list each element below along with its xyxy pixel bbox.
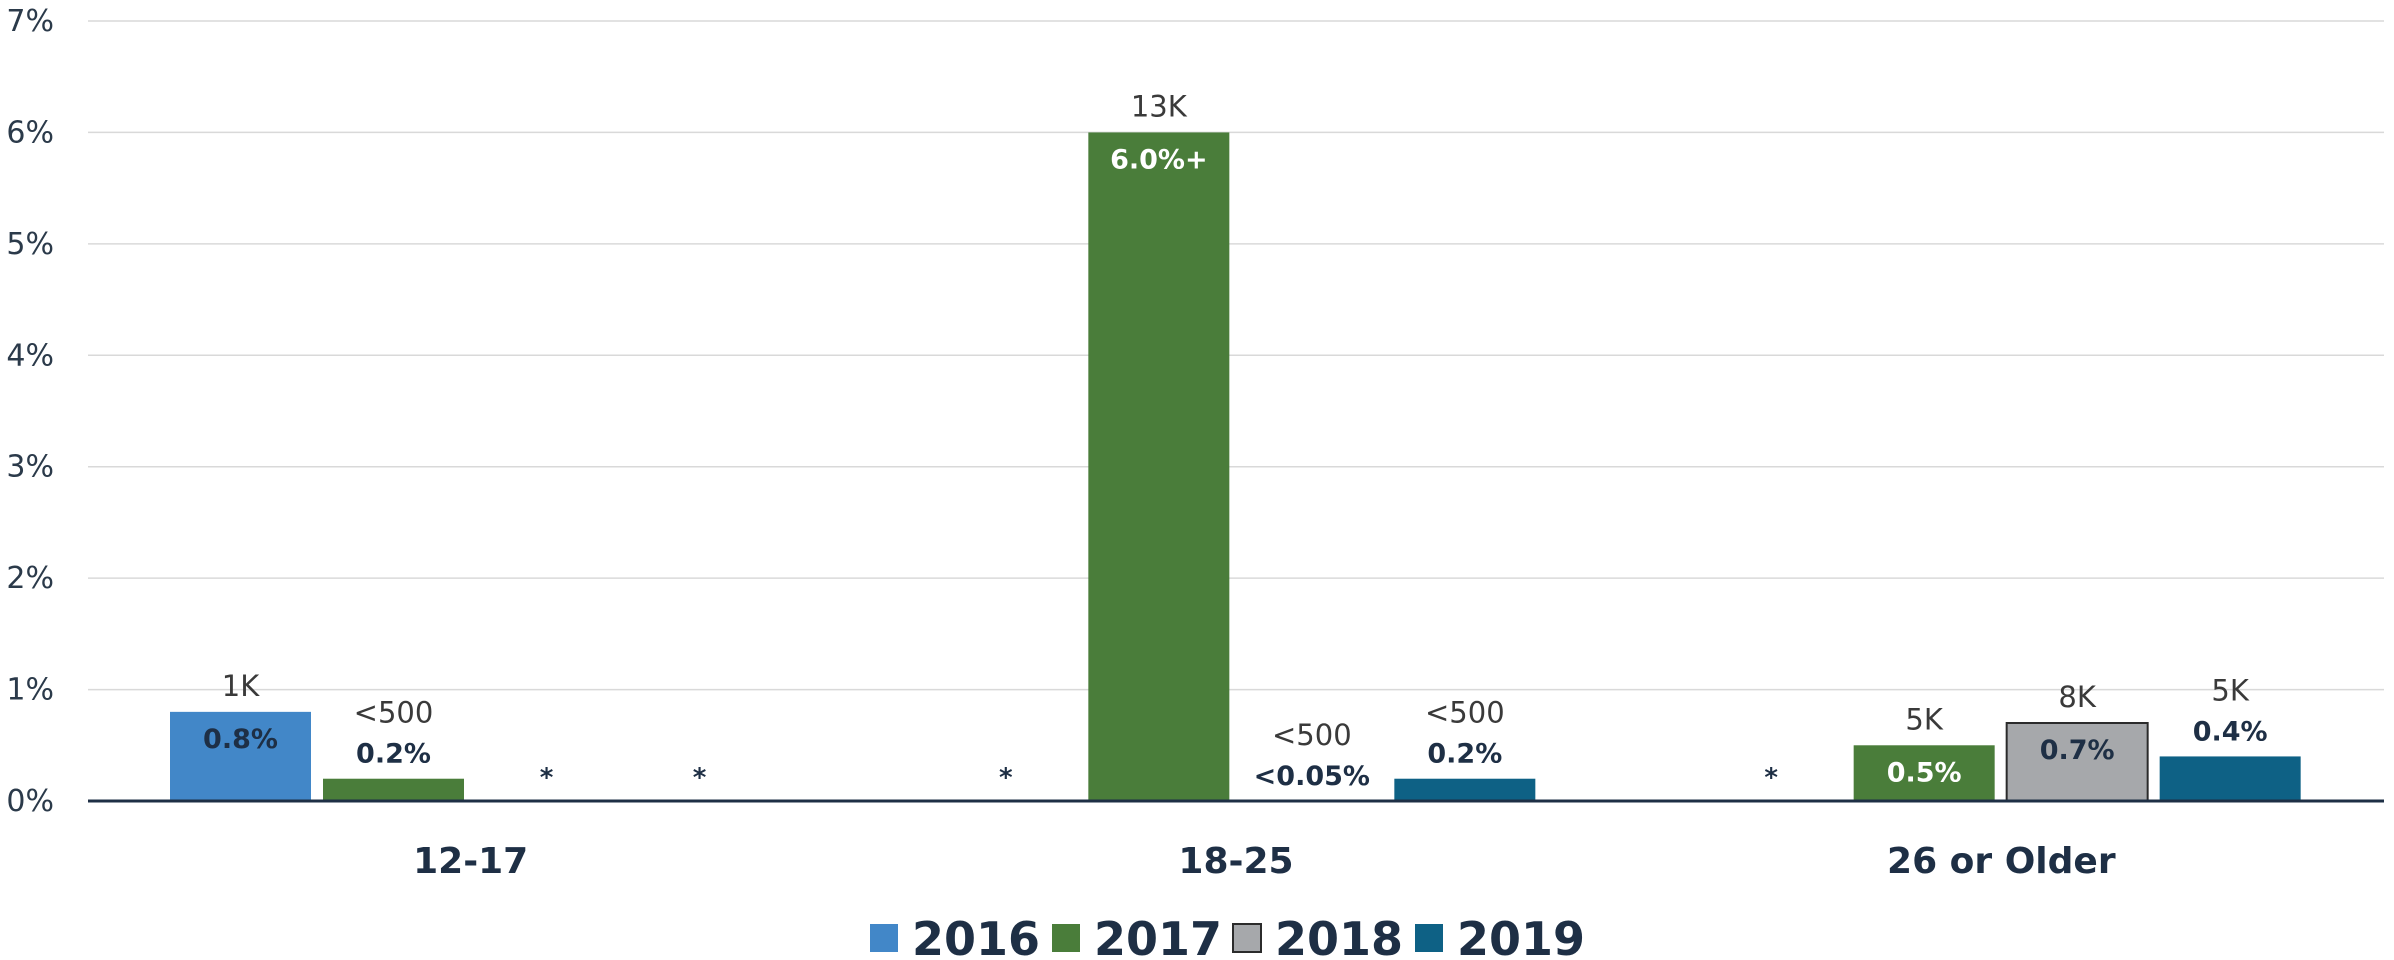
y-tick-label: 3%: [6, 450, 54, 485]
data-labels: 0.8% 1K * * 0.2% <500 6.0%+ 13K 0.5% 5K * <0.05% <50…: [203, 89, 2268, 793]
bar-value-label: 0.5%: [1887, 757, 1962, 788]
bar-count-label: 5K: [1905, 702, 1943, 736]
legend-label: 2017: [1094, 912, 1222, 960]
bar-2017-0: [323, 778, 464, 801]
legend-swatch-2016: [870, 924, 898, 952]
y-tick-label: 1%: [6, 673, 54, 708]
suppressed-value-marker: *: [693, 763, 707, 793]
bar-value-label: <0.05%: [1254, 761, 1370, 792]
bar-count-label: <500: [1425, 696, 1505, 730]
bar-count-label: 8K: [2058, 680, 2096, 714]
y-tick-label: 6%: [6, 115, 54, 150]
suppressed-value-marker: *: [540, 763, 554, 793]
y-tick-label: 2%: [6, 561, 54, 596]
gridlines: [88, 20, 2384, 691]
bar-count-label: <500: [1272, 718, 1352, 752]
y-tick-label: 0%: [6, 784, 54, 819]
bar-value-label: 0.7%: [2040, 735, 2115, 766]
legend: 2016 2017 2018 2019: [870, 912, 1585, 960]
legend-swatch-2017: [1052, 924, 1080, 952]
bar-value-label: 0.2%: [356, 739, 431, 770]
legend-label: 2019: [1457, 912, 1585, 960]
x-category-label: 26 or Older: [1887, 841, 2116, 882]
y-tick-label: 7%: [6, 4, 54, 39]
bar-value-label: 6.0%+: [1110, 144, 1208, 175]
bar-2019-2: [2159, 756, 2301, 801]
bar-2019-1: [1394, 778, 1536, 801]
legend-swatch-2019: [1415, 924, 1443, 952]
bars: [170, 132, 2301, 802]
legend-swatch-2018: [1232, 923, 1262, 953]
bar-2017-1: [1088, 132, 1230, 801]
suppressed-value-marker: *: [1764, 763, 1778, 793]
x-category-label: 12-17: [413, 841, 528, 882]
x-axis-category-labels: 12-17 18-25 26 or Older: [413, 841, 2116, 882]
legend-label: 2018: [1275, 912, 1403, 960]
bar-count-label: 5K: [2211, 673, 2249, 707]
bar-count-label: <500: [354, 696, 434, 730]
bar-value-label: 0.4%: [2193, 716, 2268, 747]
bar-value-label: 0.2%: [1427, 739, 1502, 770]
y-tick-label: 4%: [6, 338, 54, 373]
y-axis-tick-labels: 0% 1% 2% 3% 4% 5% 6% 7%: [6, 4, 54, 819]
x-category-label: 18-25: [1178, 841, 1293, 882]
legend-label: 2016: [912, 912, 1040, 960]
bar-2017-2: [1853, 745, 1995, 801]
bar-2016-0: [170, 711, 311, 801]
bar-count-label: 13K: [1131, 89, 1188, 123]
y-tick-label: 5%: [6, 227, 54, 262]
bar-count-label: 1K: [222, 669, 260, 703]
bar-value-label: 0.8%: [203, 724, 278, 755]
suppressed-value-marker: *: [999, 763, 1013, 793]
